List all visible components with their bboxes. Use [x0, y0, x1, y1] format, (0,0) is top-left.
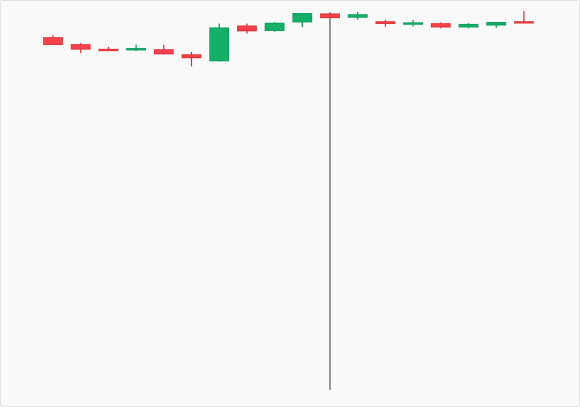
candle-7	[209, 23, 230, 62]
candle-17	[486, 21, 507, 28]
candle-1	[43, 35, 63, 45]
candle-body-down	[430, 23, 451, 28]
candle-18	[514, 11, 534, 24]
candle-body-down	[153, 49, 174, 55]
candle-13	[375, 20, 396, 27]
candle-12	[347, 11, 368, 20]
candle-body-down	[181, 54, 202, 59]
candle-body-up	[264, 22, 285, 31]
candle-body-up	[126, 48, 146, 51]
candle-9	[264, 22, 285, 32]
candle-body-up	[458, 23, 479, 28]
candle-10	[292, 13, 313, 28]
candle-2	[70, 43, 91, 54]
candle-15	[430, 22, 451, 29]
candle-5	[153, 44, 174, 55]
candle-body-up	[486, 21, 507, 26]
candle-body-down	[514, 21, 534, 24]
candle-body-up	[209, 27, 230, 62]
candle-4	[126, 44, 146, 52]
candle-body-down	[98, 48, 119, 52]
candle-11	[320, 12, 340, 390]
candle-body-down	[70, 44, 91, 50]
candle-body-down	[236, 25, 257, 32]
candle-16	[458, 23, 479, 29]
candle-body-up	[292, 13, 313, 23]
candle-body-down	[320, 13, 340, 19]
candle-body-up	[347, 14, 368, 18]
candle-body-up	[403, 22, 424, 25]
candle-body-down	[375, 21, 396, 24]
candle-14	[403, 20, 424, 27]
candle-8	[236, 23, 257, 34]
candle-body-down	[43, 37, 63, 45]
candle-6	[181, 51, 202, 67]
candle-3	[98, 46, 119, 52]
